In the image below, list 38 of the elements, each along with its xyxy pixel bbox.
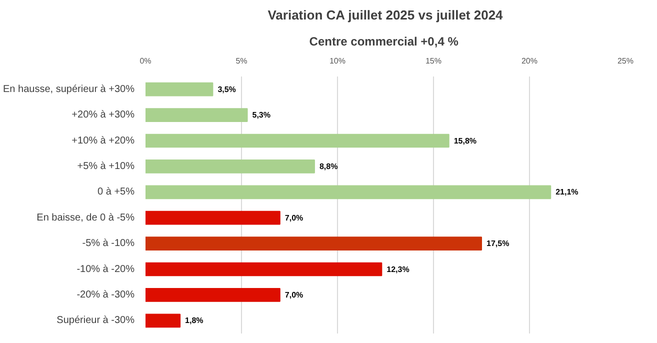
data-label: 8,8% [319,162,338,171]
y-tick-label: En hausse, supérieur à +30% [3,84,135,95]
bar [146,314,181,328]
y-tick-label: -5% à -10% [82,238,135,250]
bar [146,288,280,302]
data-label: 7,0% [284,213,304,222]
y-tick-label: Supérieur à -30% [56,315,135,326]
x-tick-label: 5% [236,56,248,66]
bar [146,185,552,200]
bar [146,108,248,122]
data-label: 5,3% [252,110,270,120]
chart-title: Variation CA juillet 2025 vs juillet 2024 [268,8,504,22]
data-label: 7,0% [284,290,304,300]
data-label: 17,5% [486,239,510,248]
data-label: 3,5% [218,84,236,94]
bar [146,160,315,174]
data-label: 15,8% [454,136,477,146]
bar [146,134,450,148]
y-tick-label: +5% à +10% [77,160,135,172]
y-tick-label: 0 à +5% [98,186,135,198]
y-tick-label: +20% à +30% [72,110,135,121]
x-tick-label: 25% [617,56,634,66]
x-tick-label: 20% [521,56,538,66]
data-label: 12,3% [386,264,410,274]
y-tick-label: -10% à -20% [76,264,135,275]
y-tick-label: +10% à +20% [72,135,135,146]
x-tick-label: 0% [140,56,152,66]
bar [146,236,482,250]
x-tick-label: 15% [425,56,442,66]
x-tick-label: 10% [329,56,346,66]
y-tick-label: -20% à -30% [76,289,135,300]
chart-subtitle: Centre commercial +0,4 % [309,34,459,48]
bar [146,82,214,96]
bar [146,262,382,276]
y-tick-label: En baisse, de 0 à -5% [36,212,135,224]
bar [146,210,280,225]
data-label: 1,8% [185,316,204,326]
data-label: 21,1% [556,188,578,197]
